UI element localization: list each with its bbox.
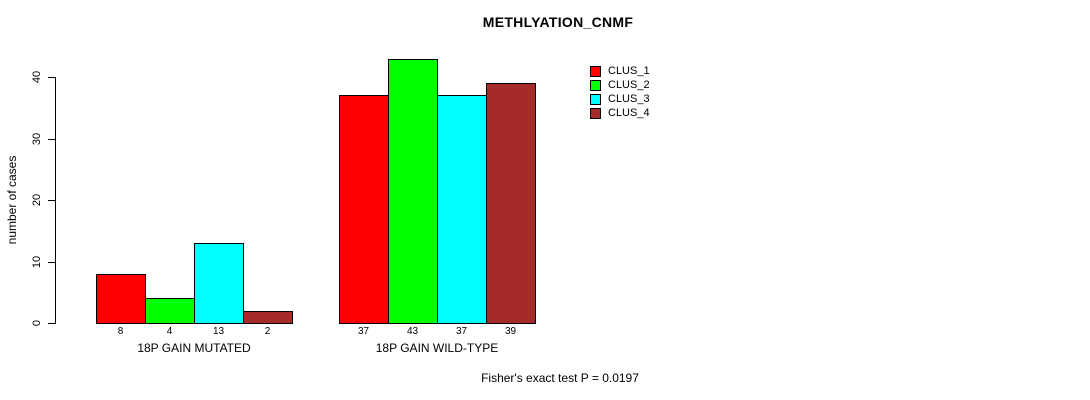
- bar-value-label: 37: [357, 326, 370, 337]
- legend-item-clus_1: CLUS_1: [590, 64, 650, 78]
- legend-item-clus_4: CLUS_4: [590, 106, 650, 120]
- legend-label: CLUS_2: [608, 79, 650, 91]
- bar-clus_3-group2: [437, 95, 487, 324]
- bar-clus_2-group2: [388, 59, 438, 324]
- y-tick-label: 30: [31, 132, 43, 146]
- legend: CLUS_1 CLUS_2 CLUS_3 CLUS_4: [590, 64, 650, 120]
- chart-title: METHLYATION_CNMF: [482, 14, 634, 30]
- bar-value-label: 13: [212, 326, 225, 337]
- bar-value-label: 4: [166, 326, 173, 337]
- legend-item-clus_2: CLUS_2: [590, 78, 650, 92]
- bar-clus_1-group2: [339, 95, 389, 324]
- group-label-2: 18P GAIN WILD-TYPE: [375, 341, 499, 355]
- group-label-1: 18P GAIN MUTATED: [137, 341, 251, 355]
- y-axis-line: [55, 77, 56, 324]
- bar-value-label: 8: [117, 326, 124, 337]
- legend-item-clus_3: CLUS_3: [590, 92, 650, 106]
- y-tick-mark: [48, 200, 55, 201]
- legend-swatch-clus_2: [590, 79, 601, 91]
- bar-value-label: 2: [264, 326, 271, 337]
- legend-label: CLUS_1: [608, 65, 650, 77]
- y-tick-label: 0: [31, 319, 43, 327]
- legend-swatch-clus_4: [590, 107, 601, 119]
- bar-clus_4-group1: [243, 311, 293, 324]
- y-tick-mark: [48, 77, 55, 78]
- y-tick-label: 40: [31, 70, 43, 84]
- legend-label: CLUS_4: [608, 107, 650, 119]
- y-axis-title: number of cases: [5, 155, 19, 245]
- y-tick-mark: [48, 323, 55, 324]
- bar-clus_3-group1: [194, 243, 244, 324]
- bar-clus_1-group1: [96, 274, 146, 324]
- y-tick-mark: [48, 139, 55, 140]
- bar-clus_4-group2: [486, 83, 536, 324]
- bar-value-label: 43: [406, 326, 419, 337]
- legend-label: CLUS_3: [608, 93, 650, 105]
- legend-swatch-clus_3: [590, 93, 601, 105]
- bar-value-label: 39: [504, 326, 517, 337]
- bar-clus_2-group1: [145, 298, 195, 324]
- y-tick-label: 10: [31, 255, 43, 269]
- bar-value-label: 37: [455, 326, 468, 337]
- y-tick-label: 20: [31, 193, 43, 207]
- legend-swatch-clus_1: [590, 65, 601, 77]
- y-tick-mark: [48, 262, 55, 263]
- statistical-test-note: Fisher's exact test P = 0.0197: [481, 371, 639, 385]
